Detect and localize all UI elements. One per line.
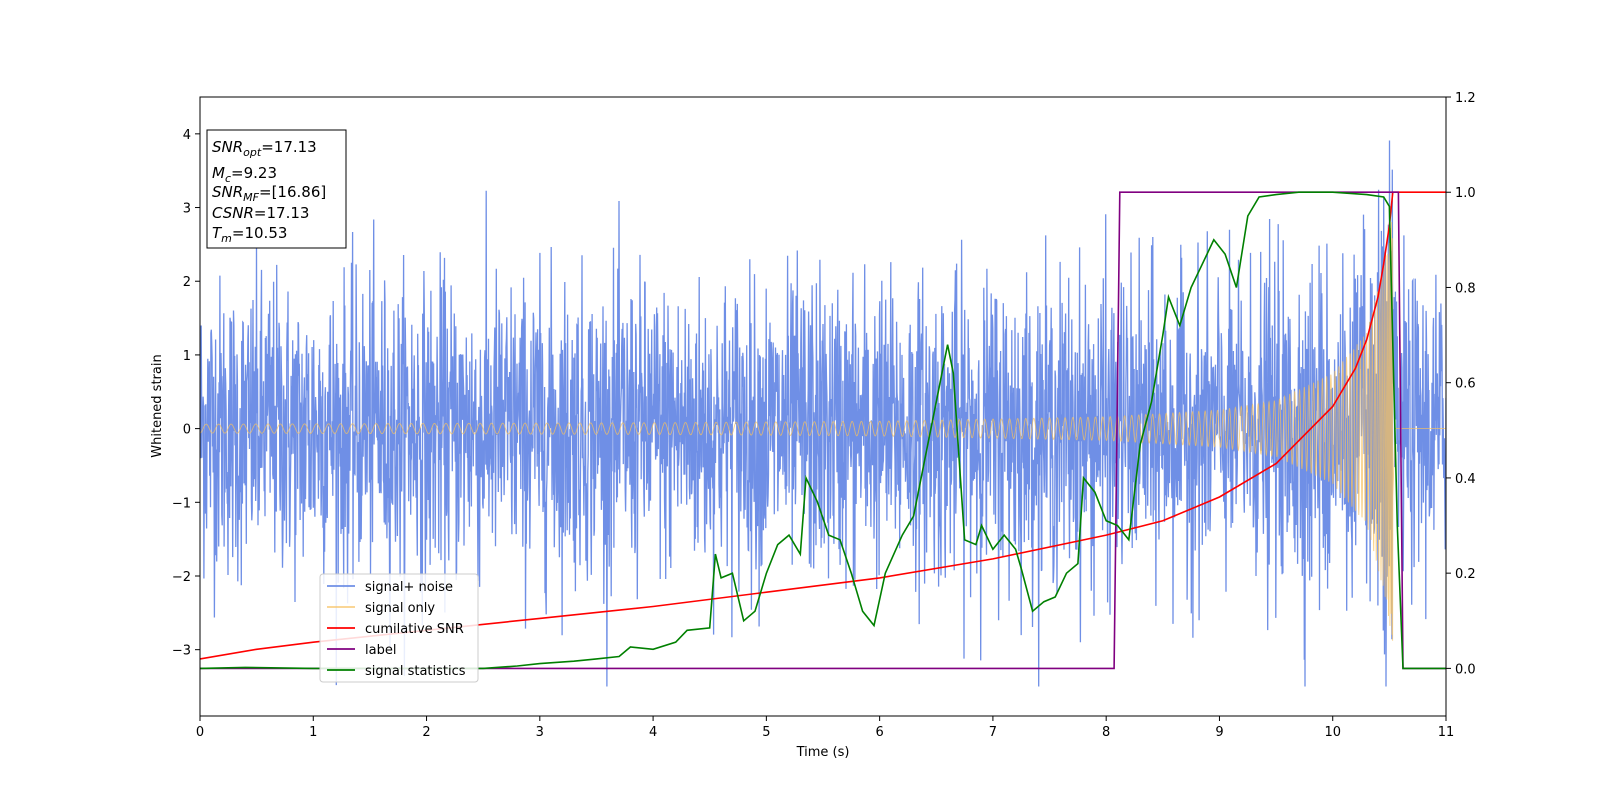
x-tick-label-2: 2 — [422, 725, 430, 740]
x-tick-label-5: 5 — [762, 725, 770, 740]
y-left-tick-label-1: −2 — [172, 570, 191, 585]
y-right-tick-label-2: 0.4 — [1455, 472, 1476, 487]
legend: signal+ noise signal only cumilative SNR la… — [319, 573, 479, 683]
x-tick-label-1: 1 — [309, 725, 317, 740]
y-right-tick-label-6: 1.2 — [1455, 91, 1476, 106]
legend-entry-3: label — [365, 643, 396, 658]
series-line-1 — [200, 221, 1446, 641]
legend-entry-4: signal statistics — [365, 664, 466, 679]
annotation-line-1: Mc=9.23 — [212, 164, 277, 185]
y-right-tick-label-4: 0.8 — [1455, 281, 1476, 296]
y-left-tick-label-4: 1 — [183, 349, 191, 364]
y-right-tick-label-1: 0.2 — [1455, 567, 1476, 582]
y-left-tick-label-6: 3 — [183, 202, 191, 217]
x-axis-label: Time (s) — [796, 745, 850, 760]
series-line-4 — [200, 191, 1446, 670]
y-left-tick-label-0: −3 — [172, 644, 191, 659]
legend-entry-0: signal+ noise — [365, 580, 453, 595]
plot-frame — [199, 96, 1447, 717]
x-tick-label-9: 9 — [1215, 725, 1223, 740]
x-tick-label-11: 11 — [1438, 725, 1455, 740]
x-axis: 0 1 2 3 4 5 6 7 8 9 10 11 — [196, 716, 1454, 740]
annotation-line-4: Tm=10.53 — [212, 224, 287, 245]
series-line-0 — [200, 140, 1446, 687]
x-tick-label-4: 4 — [649, 725, 657, 740]
y-axis-label: Whitened strain — [150, 354, 165, 457]
annotation-line-0: SNRopt=17.13 — [212, 138, 317, 159]
y-left-tick-label-2: −1 — [172, 496, 191, 511]
legend-entry-1: signal only — [365, 601, 435, 616]
y-axis-left: −3 −2 −1 0 1 2 3 4 — [172, 128, 200, 659]
parameter-annotation-box: SNRopt=17.13 Mc=9.23SNRMF=[16.86]CSNR=17.… — [206, 129, 347, 249]
y-left-tick-label-7: 4 — [183, 128, 191, 143]
legend-entry-2: cumilative SNR — [365, 622, 464, 637]
annotation-line-2: SNRMF=[16.86] — [212, 183, 326, 204]
x-tick-label-10: 10 — [1324, 725, 1341, 740]
y-right-tick-label-0: 0.0 — [1455, 662, 1476, 677]
y-right-tick-label-5: 1.0 — [1455, 186, 1476, 201]
x-tick-label-8: 8 — [1102, 725, 1110, 740]
x-tick-label-6: 6 — [875, 725, 883, 740]
x-tick-label-0: 0 — [196, 725, 204, 740]
y-left-tick-label-5: 2 — [183, 275, 191, 290]
y-left-tick-label-3: 0 — [183, 423, 191, 438]
x-tick-label-7: 7 — [989, 725, 997, 740]
legend-frame — [319, 573, 479, 683]
annotation-line-3: CSNR=17.13 — [212, 204, 309, 222]
y-axis-right: 0.0 0.2 0.4 0.6 0.8 1.0 1.2 — [1446, 91, 1476, 677]
y-right-tick-label-3: 0.6 — [1455, 377, 1476, 392]
x-tick-label-3: 3 — [536, 725, 544, 740]
annotation-frame — [206, 129, 347, 249]
